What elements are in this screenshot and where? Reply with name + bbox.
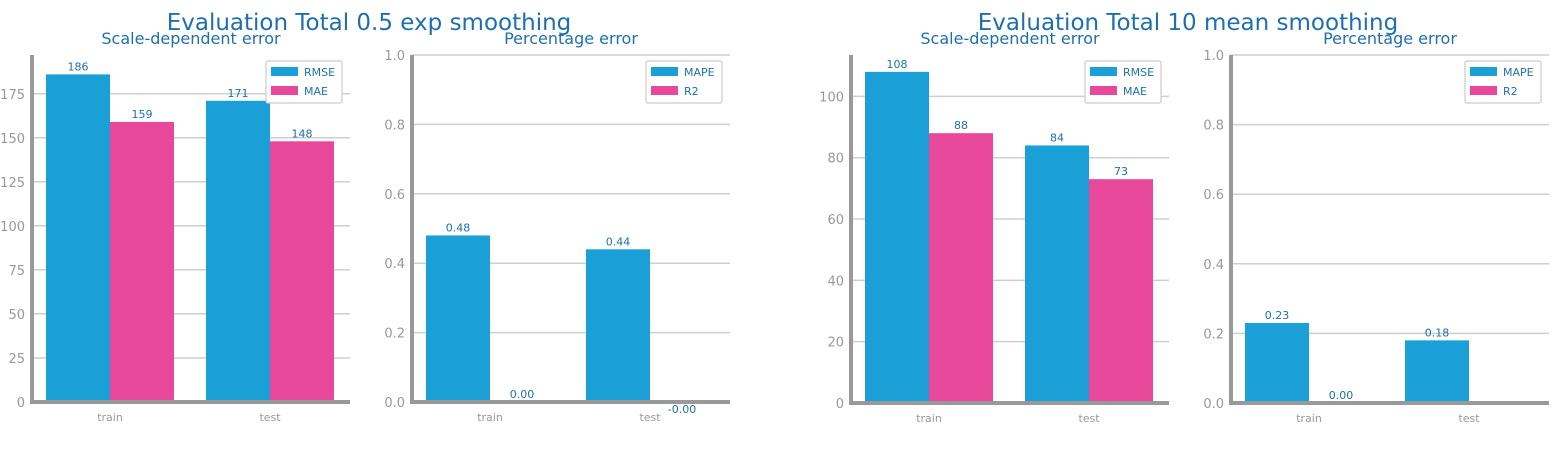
y-tick-label: 0.2 [384, 327, 405, 342]
y-tick-label: 1.0 [1203, 49, 1224, 64]
x-tick-label: test [1458, 412, 1480, 425]
data-label-rmse-test: 171 [228, 87, 249, 100]
y-tick-label: 0.0 [384, 396, 405, 411]
legend: MAPE R2 [1464, 60, 1542, 104]
bar-mae-train [110, 121, 174, 402]
y-tick-label: 40 [827, 274, 844, 289]
bar-mae-test [270, 141, 334, 403]
bar-mape-train [426, 235, 490, 402]
legend-swatch-mape [1470, 67, 1497, 76]
x-tick-label: train [97, 411, 123, 424]
bar-mae-test [1089, 179, 1153, 403]
data-label-mae-train: 159 [132, 108, 153, 121]
x-tick-label: train [1296, 412, 1322, 425]
bar-mae-train [929, 133, 993, 403]
subplot-title: Scale-dependent error [101, 29, 281, 48]
charts-group: 0 25 50 75 100 125 150 175 186 159 train 171 148 test… [0, 29, 1549, 425]
bar-rmse-train [865, 71, 929, 403]
y-tick-label: 0.8 [1203, 119, 1224, 134]
y-tick-label: 1.0 [384, 49, 405, 64]
y-tick-label: 100 [819, 90, 844, 105]
y-tick-label: 0.4 [384, 257, 405, 272]
x-tick-label: test [259, 411, 281, 424]
data-label-mape-test: 0.18 [1425, 326, 1450, 339]
legend-label-r2: R2 [1503, 85, 1518, 98]
y-tick-label: 0.0 [1203, 397, 1224, 412]
data-label-rmse-test: 84 [1050, 131, 1064, 144]
subplot-title: Scale-dependent error [920, 29, 1100, 48]
legend-swatch-mape [651, 67, 678, 76]
y-tick-label: 80 [827, 152, 844, 167]
bar-rmse-test [206, 100, 270, 403]
y-tick-label: 0.8 [384, 118, 405, 133]
bar-mape-train [1245, 322, 1309, 403]
data-label-mae-test: 73 [1114, 165, 1128, 178]
legend-label-mape: MAPE [684, 66, 715, 79]
chart-panel-2: 0.0 0.2 0.4 0.6 0.8 1.0 0.48 0.00 train 0.44 -0.00… [384, 29, 730, 424]
legend: RMSE MAE [1084, 60, 1162, 104]
legend-swatch-r2 [651, 86, 678, 95]
bar-rmse-train [46, 74, 110, 402]
x-tick-label: train [916, 412, 942, 425]
data-label-r2-train: 0.00 [1329, 389, 1354, 402]
data-label-rmse-train: 108 [887, 58, 908, 71]
data-label-mape-train: 0.48 [446, 221, 471, 234]
y-tick-label: 175 [0, 88, 25, 103]
data-label-mae-train: 88 [954, 119, 968, 132]
chart-panel-3: 0 20 40 60 80 100 108 88 train 84 73 test Scale-depe… [819, 29, 1169, 425]
data-label-rmse-train: 186 [68, 60, 89, 73]
data-label-mape-test: 0.44 [606, 235, 631, 248]
y-tick-label: 50 [8, 308, 25, 323]
data-label-mae-test: 148 [292, 127, 313, 140]
chart-panel-4: 0.0 0.2 0.4 0.6 0.8 1.0 0.23 0.00 train 0.18 test P… [1203, 29, 1549, 425]
data-label-r2-test: -0.00 [668, 403, 696, 416]
x-tick-label: test [639, 411, 661, 424]
legend-label-mae: MAE [1123, 85, 1147, 98]
chart-panel-1: 0 25 50 75 100 125 150 175 186 159 train 171 148 test… [0, 29, 350, 424]
legend: RMSE MAE [265, 60, 343, 104]
y-tick-label: 0.6 [1203, 188, 1224, 203]
y-tick-label: 0.6 [384, 188, 405, 203]
bar-mape-test [1405, 340, 1469, 403]
y-tick-label: 125 [0, 176, 25, 191]
legend-label-rmse: RMSE [304, 66, 335, 79]
bar-rmse-test [1025, 145, 1089, 403]
x-tick-label: test [1078, 412, 1100, 425]
y-tick-label: 25 [8, 352, 25, 367]
y-tick-label: 0.4 [1203, 258, 1224, 273]
legend-swatch-mae [1090, 86, 1117, 95]
y-tick-label: 0 [17, 396, 25, 411]
legend-label-mae: MAE [304, 85, 328, 98]
y-tick-label: 75 [8, 264, 25, 279]
legend-label-mape: MAPE [1503, 66, 1534, 79]
legend-label-r2: R2 [684, 85, 699, 98]
bar-mape-test [586, 249, 650, 402]
legend-swatch-rmse [1090, 67, 1117, 76]
legend-swatch-r2 [1470, 86, 1497, 95]
y-tick-label: 0.2 [1203, 327, 1224, 342]
data-label-mape-train: 0.23 [1265, 309, 1290, 322]
x-tick-label: train [477, 411, 503, 424]
legend: MAPE R2 [645, 60, 723, 104]
legend-label-rmse: RMSE [1123, 66, 1154, 79]
data-label-r2-train: 0.00 [510, 388, 535, 401]
y-tick-label: 20 [827, 336, 844, 351]
figure-title-right: Evaluation Total 10 mean smoothing [978, 10, 1399, 36]
subplot-title: Percentage error [504, 29, 638, 48]
y-tick-label: 100 [0, 220, 25, 235]
y-tick-label: 60 [827, 213, 844, 228]
subplot-title: Percentage error [1323, 29, 1457, 48]
y-tick-label: 150 [0, 132, 25, 147]
legend-swatch-mae [271, 86, 298, 95]
y-tick-label: 0 [836, 397, 844, 412]
figure-title-left: Evaluation Total 0.5 exp smoothing [167, 10, 572, 36]
legend-swatch-rmse [271, 67, 298, 76]
